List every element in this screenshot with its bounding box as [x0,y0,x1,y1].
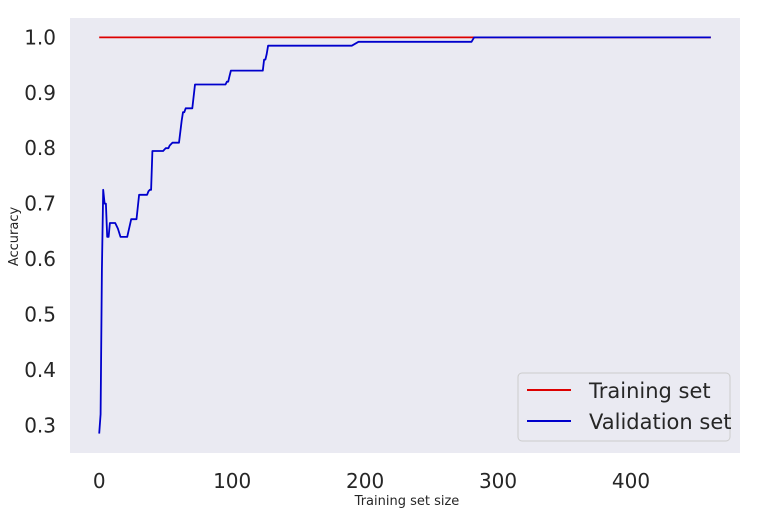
y-tick-label: 0.6 [24,247,56,271]
y-tick-label: 0.7 [24,192,56,216]
y-tick-label: 0.9 [24,81,56,105]
y-tick-label: 0.5 [24,302,56,326]
x-tick-label: 0 [93,469,106,493]
x-tick-label: 100 [213,469,251,493]
legend: Training set Validation set [517,372,731,442]
legend-label-validation: Validation set [589,410,731,434]
y-axis-label: Accuracy [7,207,22,267]
y-tick-labels: 0.3 0.4 0.5 0.6 0.7 0.8 0.9 1.0 [24,25,56,437]
series-layer [98,36,711,434]
x-axis-label: Training set size [354,494,460,509]
x-tick-label: 200 [346,469,384,493]
y-tick-label: 0.3 [24,413,56,437]
legend-label-training: Training set [588,379,711,403]
y-tick-label: 1.0 [24,25,56,49]
y-tick-label: 0.4 [24,358,56,382]
x-tick-labels: 0 100 200 300 400 [93,469,650,493]
y-tick-label: 0.8 [24,136,56,160]
series-line-validation [98,36,711,434]
x-tick-label: 400 [612,469,650,493]
x-tick-label: 300 [479,469,517,493]
